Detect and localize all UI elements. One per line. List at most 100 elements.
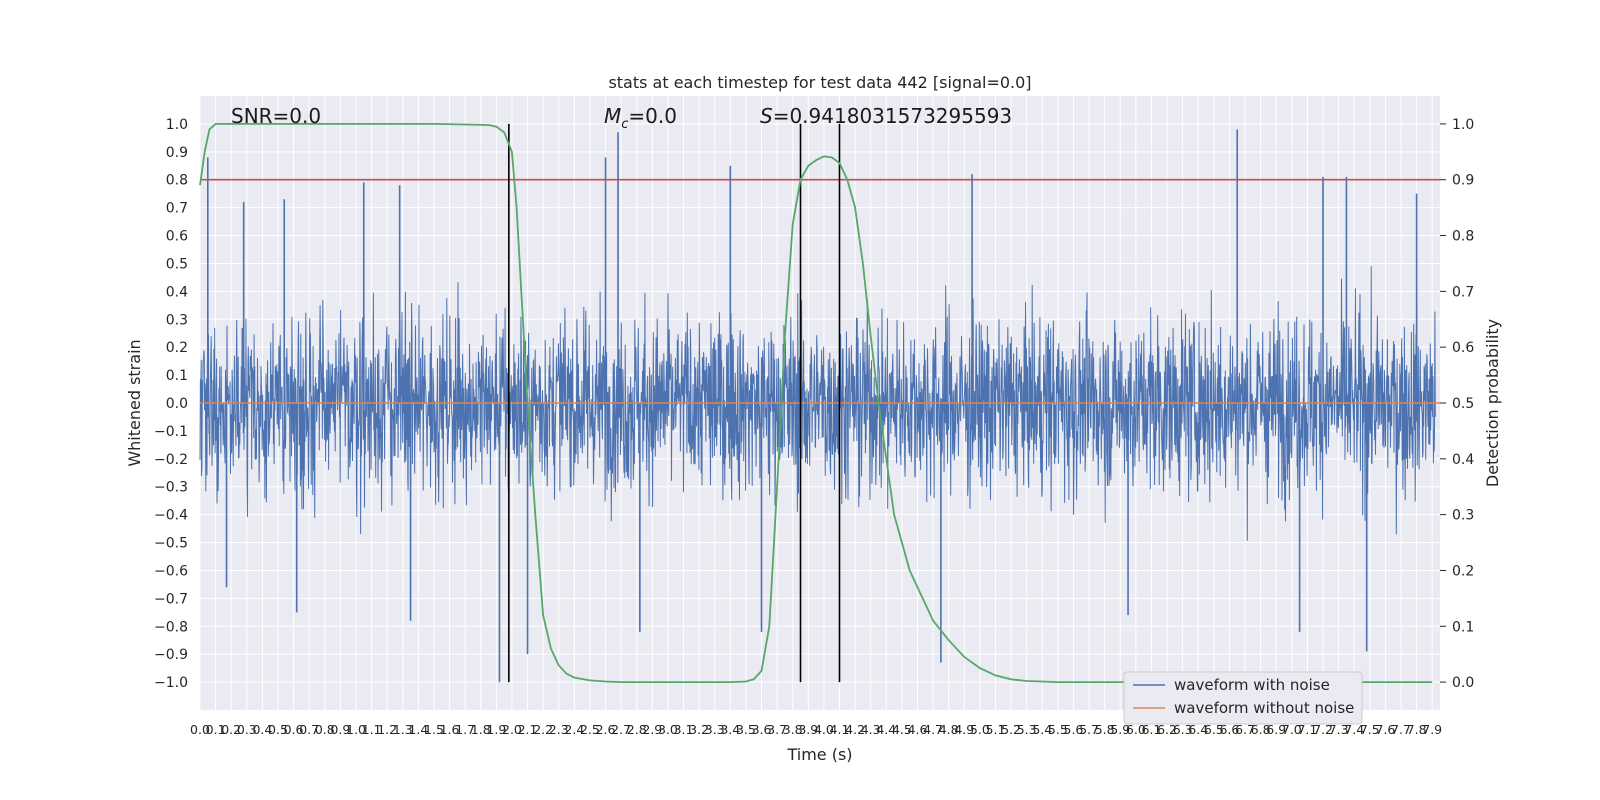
x-tick-label: 6.2 [1157,722,1177,737]
y-tick-label: 1.0 [166,117,188,133]
x-tick-label: 1.8 [471,722,491,737]
x-tick-label: 2.5 [580,722,600,737]
chirp-mass-annotation: Mc=0.0 [604,104,677,132]
chirp-mass-value: =0.0 [628,104,677,128]
y-tick-label: −0.3 [154,480,188,496]
y2-tick-label: 0.6 [1452,340,1474,356]
y2-tick-label: 0.3 [1452,508,1474,524]
x-tick-label: 4.9 [954,722,974,737]
y-tick-label: −0.1 [154,424,188,440]
x-tick-label: 0.8 [315,722,335,737]
y-tick-label: −1.0 [154,675,188,691]
snr-annotation: SNR=0.0 [231,104,321,128]
y-tick-label: −0.4 [154,508,188,524]
x-tick-label: 2.0 [502,722,522,737]
y2-tick-label: 1.0 [1452,117,1474,133]
y2-tick-label: 0.9 [1452,173,1474,189]
x-tick-label: 0.0 [190,722,210,737]
y-tick-label: 0.4 [166,284,188,300]
x-tick-label: 5.2 [1001,722,1021,737]
x-tick-label: 3.4 [720,722,740,737]
x-tick-label: 7.0 [1282,722,1302,737]
x-tick-label: 1.4 [408,722,428,737]
x-tick-label: 4.1 [830,722,850,737]
x-tick-label: 2.9 [642,722,662,737]
x-tick-label: 6.6 [1219,722,1239,737]
x-tick-label: 0.2 [221,722,241,737]
x-tick-label: 0.9 [330,722,350,737]
noise-spikes [206,129,1418,683]
x-tick-label: 5.8 [1095,722,1115,737]
x-tick-label: 6.4 [1188,722,1208,737]
x-tick-label: 4.8 [939,722,959,737]
noise-trace [199,266,1436,541]
x-tick-label: 0.7 [299,722,319,737]
y-tick-label: −0.9 [154,647,188,663]
x-tick-label: 2.4 [564,722,584,737]
x-tick-label: 3.8 [783,722,803,737]
x-tick-label: 2.3 [549,722,569,737]
x-tick-label: 6.1 [1142,722,1162,737]
x-tick-label: 7.2 [1313,722,1333,737]
x-tick-label: 7.8 [1407,722,1427,737]
y-tick-label: 0.0 [166,396,188,412]
x-tick-label: 4.4 [876,722,896,737]
x-tick-label: 5.1 [986,722,1006,737]
x-tick-label: 0.3 [237,722,257,737]
x-tick-label: 1.1 [362,722,382,737]
x-tick-label: 2.2 [533,722,553,737]
y-tick-label: −0.8 [154,619,188,635]
x-tick-label: 7.6 [1375,722,1395,737]
y2-tick-label: 0.2 [1452,563,1474,579]
x-tick-label: 7.3 [1329,722,1349,737]
y-axis-label: Whitened strain [125,339,144,466]
x-tick-label: 2.1 [518,722,538,737]
chart-title: stats at each timestep for test data 442… [608,73,1031,92]
x-tick-label: 7.5 [1360,722,1380,737]
x-tick-label: 0.6 [284,722,304,737]
x-tick-label: 7.4 [1344,722,1364,737]
detection-probability-line [199,123,1433,683]
y-tick-label: −0.7 [154,591,188,607]
y-tick-label: −0.5 [154,536,188,552]
x-tick-label: 1.5 [424,722,444,737]
x-tick-label: 6.3 [1173,722,1193,737]
x-tick-label: 1.3 [393,722,413,737]
score-annotation: S=0.9418031573295593 [760,104,1012,128]
y2-tick-label: 0.5 [1452,396,1474,412]
y-tick-label: 0.1 [166,368,188,384]
y2-axis-label: Detection probability [1483,319,1502,487]
chirp-mass-subscript: c [621,117,628,132]
y-axis-ticks: 1.0 0.9 0.8 0.7 0.6 0.5 0.4 0.3 0.2 0.1 0.0 −0.1 −0.… [154,117,188,691]
x-tick-label: 3.2 [689,722,709,737]
x-tick-label: 1.0 [346,722,366,737]
detection-probability-series [199,123,1433,683]
x-tick-label: 5.4 [1032,722,1052,737]
y2-tick-label: 0.4 [1452,452,1474,468]
x-tick-label: 4.5 [892,722,912,737]
x-tick-label: 4.6 [908,722,928,737]
score-symbol: S [760,104,773,128]
x-tick-label: 6.9 [1266,722,1286,737]
x-tick-label: 7.1 [1297,722,1317,737]
y-tick-label: 0.9 [166,145,188,161]
x-tick-label: 6.0 [1126,722,1146,737]
y-tick-label: 0.3 [166,312,188,328]
x-tick-label: 3.7 [767,722,787,737]
x-tick-label: 5.3 [1017,722,1037,737]
y-tick-label: −0.6 [154,563,188,579]
x-axis-ticks: 0.00.10.20.30.40.50.60.70.80.91.01.11.21… [190,722,1442,737]
x-tick-label: 3.1 [674,722,694,737]
y2-tick-label: 0.8 [1452,229,1474,245]
x-tick-label: 1.9 [486,722,506,737]
x-tick-label: 0.1 [206,722,226,737]
y2-axis-ticks: 1.0 0.9 0.8 0.7 0.6 0.5 0.4 0.3 0.2 0.1 0.0 [1440,117,1474,691]
legend-label-clean: waveform without noise [1174,699,1354,717]
waveform-with-noise-series [199,129,1436,683]
x-tick-label: 1.7 [455,722,475,737]
x-tick-label: 5.0 [970,722,990,737]
x-tick-label: 7.9 [1422,722,1442,737]
x-tick-label: 3.0 [658,722,678,737]
x-tick-label: 5.9 [1110,722,1130,737]
x-tick-label: 5.7 [1079,722,1099,737]
